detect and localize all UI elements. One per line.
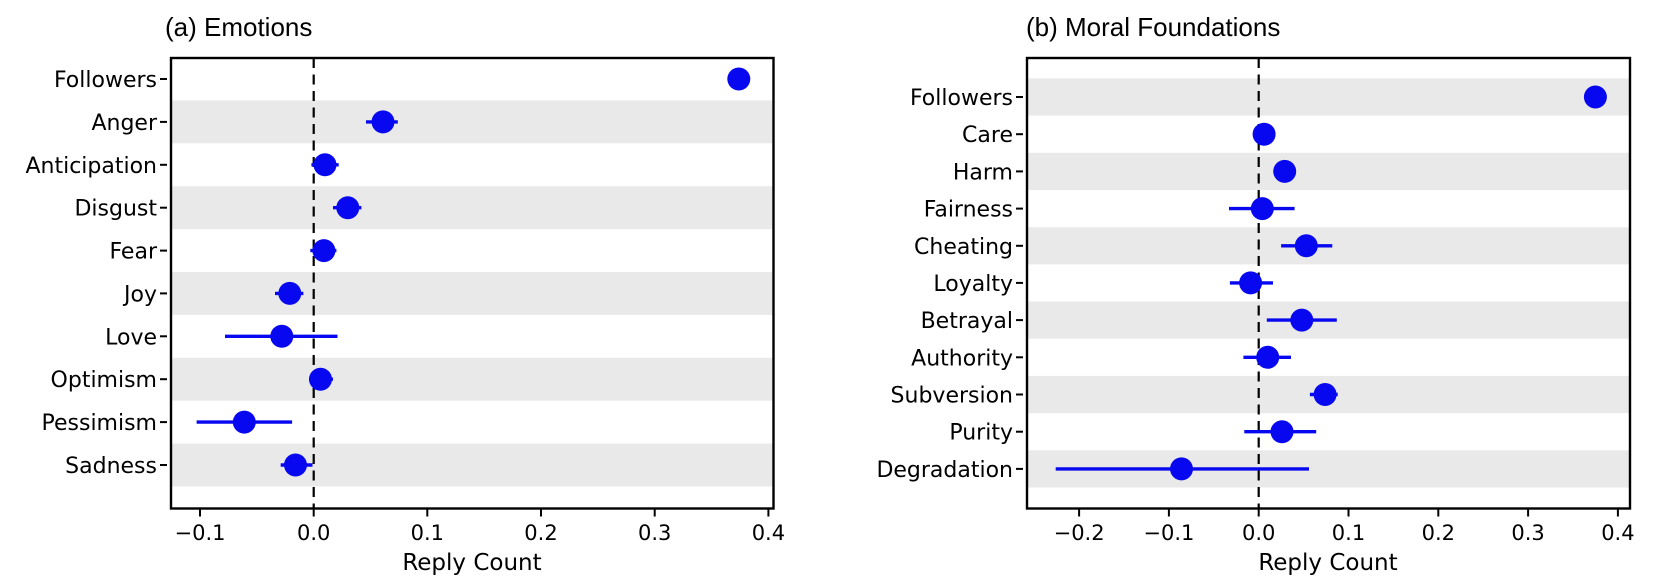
category-label: Harm [953,160,1013,185]
x-tick-label: 0.4 [1601,521,1634,545]
x-tick-label: −0.1 [175,521,226,545]
data-point [1290,308,1314,332]
data-point [1256,345,1280,369]
category-label: Loyalty [933,272,1013,297]
category-label: Cheating [914,235,1013,260]
x-tick-label: 0.3 [638,521,671,545]
data-point [371,110,395,134]
data-point [278,281,302,305]
x-tick-label: 0.0 [297,521,330,545]
data-point [313,153,337,177]
data-point [284,453,307,477]
category-label: Betrayal [921,309,1013,334]
data-point [1270,420,1294,444]
category-label: Purity [949,421,1013,446]
x-tick-label: −0.1 [1143,521,1194,545]
category-label: Anger [91,111,157,136]
plot-border [1025,56,1632,510]
category-label: Disgust [74,197,157,222]
category-label: Fairness [924,198,1013,223]
data-point [1273,159,1297,183]
data-point [270,324,294,348]
data-point [1239,271,1263,295]
x-tick-label: 0.4 [752,521,785,545]
category-label: Sadness [65,454,157,479]
x-tick-label: 0.0 [1242,521,1275,545]
row-band [171,443,774,487]
category-label: Care [962,123,1013,148]
plot-border [169,56,775,510]
chart-emotions-title: (a) Emotions [165,12,312,42]
row-band [171,100,774,144]
chart-moral-foundations-x-axis-label: Reply Count [1258,550,1397,576]
chart-emotions-x-axis-label: Reply Count [402,550,541,576]
chart-emotions: Followers Anger Anticipation Disgust Fear Joy… [25,56,785,545]
row-band [171,357,774,401]
category-label: Followers [910,86,1013,111]
row-band [171,186,774,230]
x-tick-label: 0.1 [411,521,444,545]
data-point [232,410,256,434]
category-label: Degradation [876,458,1013,483]
data-point [1313,383,1337,406]
category-label: Fear [109,240,157,265]
category-label: Joy [122,282,157,307]
category-label: Optimism [51,368,157,393]
data-point [727,67,751,91]
x-tick-label: −0.2 [1054,521,1105,545]
data-point [336,196,360,220]
data-point [1294,234,1318,258]
x-tick-label: 0.3 [1511,521,1544,545]
data-point [309,367,332,391]
category-label: Pessimism [42,411,158,436]
data-point [1250,197,1274,221]
data-point [312,239,336,263]
x-tick-label: 0.2 [524,521,557,545]
x-tick-label: 0.2 [1422,521,1455,545]
data-point [1170,457,1193,481]
category-label: Followers [54,68,157,93]
row-band [1027,152,1630,190]
chart-moral-foundations-title: (b) Moral Foundations [1026,12,1280,42]
category-label: Anticipation [25,154,157,179]
category-label: Authority [911,346,1013,371]
x-tick-label: 0.1 [1332,521,1365,545]
chart-moral-foundations: Followers Care Harm Fairness Cheating Loyalty… [876,56,1635,545]
data-point [1252,122,1276,146]
category-label: Love [105,325,157,350]
data-point [1583,85,1607,109]
category-label: Subversion [891,384,1013,409]
row-band [171,272,774,315]
row-band [1027,78,1630,116]
